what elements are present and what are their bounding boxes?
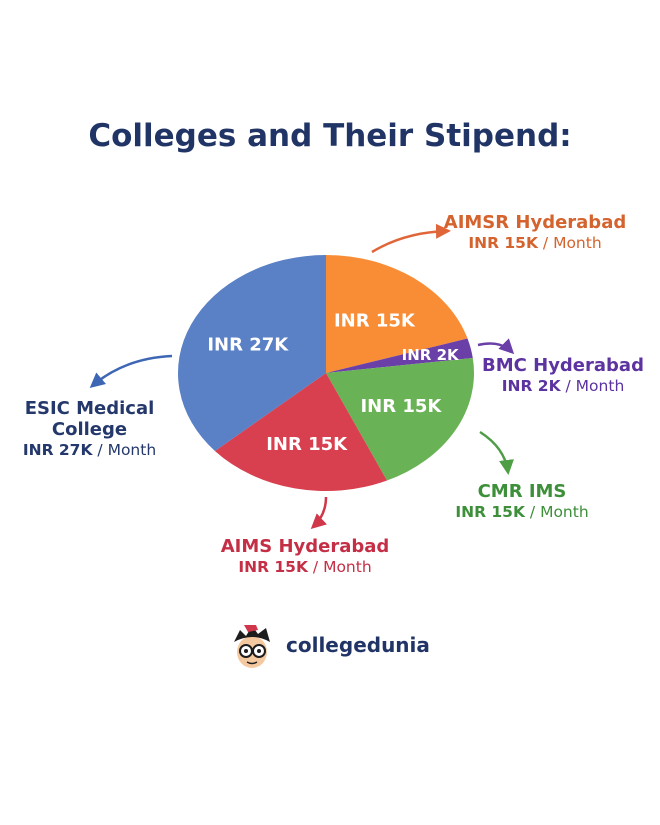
esic-arrow bbox=[89, 354, 173, 388]
pie-slice-aims-hyderabad bbox=[214, 373, 387, 491]
callout-bmc-period: / Month bbox=[565, 377, 625, 395]
callout-cmr-amount: INR 15K bbox=[455, 503, 525, 521]
brand-name: collegedunia bbox=[286, 633, 430, 657]
pie-slice-esic-medical-college bbox=[177, 255, 326, 451]
callout-bmc-amount: INR 2K bbox=[501, 377, 561, 395]
callout-aimsr-name: AIMSR Hyderabad bbox=[443, 212, 627, 233]
callout-bmc: BMC Hyderabad INR 2K / Month bbox=[478, 355, 648, 397]
callout-aimsr-period: / Month bbox=[542, 234, 602, 252]
aimsr-arrow bbox=[371, 223, 451, 254]
pie-slice-bmc-hyderabad bbox=[326, 338, 473, 373]
chart-title: Colleges and Their Stipend: bbox=[88, 118, 572, 154]
callout-cmr-name: CMR IMS bbox=[477, 481, 567, 502]
collegedunia-mascot-icon bbox=[234, 625, 270, 668]
pie-slice-aimsr-hyderabad bbox=[326, 255, 468, 373]
brand[interactable]: collegedunia bbox=[224, 620, 430, 670]
callout-bmc-name: BMC Hyderabad bbox=[482, 355, 644, 376]
cmr-arrow bbox=[479, 430, 514, 475]
callout-cmr: CMR IMS INR 15K / Month bbox=[437, 481, 607, 523]
pie-slice-label-esic-medical-college: INR 27K bbox=[207, 334, 289, 355]
pie-slice-label-aims-hyderabad: INR 15K bbox=[266, 434, 348, 455]
pie-slice-label-cmr-ims: INR 15K bbox=[360, 396, 442, 417]
pie-slice-label-aimsr-hyderabad: INR 15K bbox=[334, 310, 416, 331]
aims-arrow bbox=[310, 496, 328, 530]
pie-slice-cmr-ims bbox=[326, 358, 474, 481]
bmc-arrow bbox=[477, 338, 515, 355]
callout-aims: AIMS Hyderabad INR 15K / Month bbox=[210, 536, 400, 578]
callout-aimsr-amount: INR 15K bbox=[468, 234, 538, 252]
callout-aims-name: AIMS Hyderabad bbox=[220, 536, 390, 557]
pie-slice-label-bmc-hyderabad: INR 2K bbox=[402, 346, 460, 364]
callout-aimsr: AIMSR Hyderabad INR 15K / Month bbox=[440, 212, 630, 254]
callout-esic-period: / Month bbox=[97, 441, 157, 459]
callout-esic-name: ESIC Medical College bbox=[24, 398, 155, 440]
callout-cmr-period: / Month bbox=[529, 503, 589, 521]
callout-esic: ESIC Medical College INR 27K / Month bbox=[12, 398, 167, 461]
callout-aims-period: / Month bbox=[312, 558, 372, 576]
callout-esic-amount: INR 27K bbox=[22, 441, 93, 459]
callout-aims-amount: INR 15K bbox=[238, 558, 308, 576]
